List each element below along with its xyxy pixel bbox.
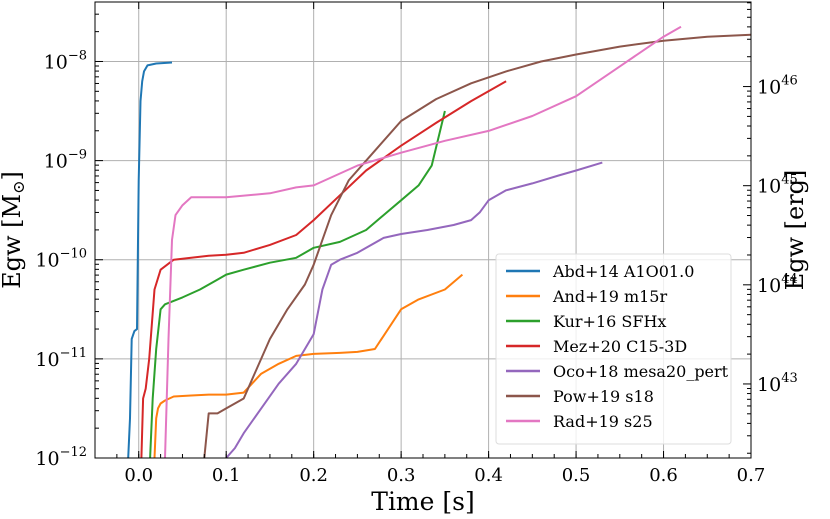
y-axis-label-right: Egw [erg] — [781, 170, 809, 291]
series-line-4 — [225, 161, 603, 458]
series-layer — [127, 25, 751, 458]
y-tick-label-right: 1046 — [757, 74, 798, 99]
legend: Abd+14 A1O01.0 And+19 m15r Kur+16 SFHx Mez+… — [495, 253, 732, 445]
y-tick-label-exp: 44 — [781, 272, 798, 287]
legend-box — [495, 253, 732, 445]
legend-label: Mez+20 C15-3D — [553, 337, 687, 356]
y-tick-label-left: 10−11 — [35, 346, 87, 371]
series-line-6 — [164, 25, 682, 458]
x-tick-label: 0.0 — [124, 465, 153, 486]
legend-label: Pow+19 s18 — [553, 387, 654, 406]
y-tick-label-exp: −8 — [68, 48, 87, 63]
x-tick-label: 0.4 — [474, 465, 503, 486]
y-tick-label-base: 10 — [757, 176, 781, 198]
y-tick-label-base: 10 — [757, 77, 781, 99]
y-tick-label-exp: 46 — [781, 74, 798, 89]
tick-layer — [94, 2, 752, 459]
x-tick-label: 0.1 — [212, 465, 241, 486]
y-axis-label-left: Egw [M⊙] — [0, 171, 28, 289]
series-line-1 — [153, 273, 464, 458]
x-tick-label: 0.7 — [737, 465, 766, 486]
legend-label: Abd+14 A1O01.0 — [552, 262, 694, 281]
y-tick-label-exp: −12 — [60, 445, 87, 460]
y-tick-label-right: 1043 — [757, 371, 798, 396]
legend-label: Kur+16 SFHx — [553, 312, 666, 331]
y-tick-label-base: 10 — [35, 448, 59, 470]
y-tick-label-base: 10 — [44, 151, 68, 173]
x-axis-label: Time [s] — [371, 487, 474, 516]
y-tick-label-base: 10 — [35, 349, 59, 371]
y-tick-label-left: 10−10 — [35, 247, 87, 272]
y-tick-label-left: 10−8 — [44, 48, 87, 73]
y-tick-label-exp: −11 — [60, 346, 87, 361]
x-tick-label: 0.6 — [649, 465, 678, 486]
y-tick-label-left: 10−12 — [35, 445, 87, 470]
x-tick-label: 0.3 — [387, 465, 416, 486]
y-tick-label-right: 1044 — [757, 272, 798, 297]
y-tick-label-right: 1045 — [757, 173, 798, 198]
y-tick-label-exp: 45 — [781, 173, 798, 188]
x-tick-label: 0.5 — [562, 465, 591, 486]
series-line-0 — [127, 61, 173, 458]
y-tick-label-left: 10−9 — [44, 148, 87, 173]
legend-label: Rad+19 s25 — [553, 412, 653, 431]
y-tick-label-exp: 43 — [781, 371, 798, 386]
tick-label-layer: 0.0 0.1 0.2 0.3 0.4 0.5 0.6 0.710−1210−1110−101… — [35, 48, 797, 486]
series-line-5 — [203, 33, 751, 458]
y-tick-label-exp: −9 — [68, 148, 87, 163]
series-line-3 — [140, 80, 507, 458]
legend-label: And+19 m15r — [552, 287, 667, 306]
y-tick-label-base: 10 — [757, 275, 781, 297]
y-tick-label-base: 10 — [35, 250, 59, 272]
y-tick-label-base: 10 — [44, 51, 68, 73]
y-tick-label-base: 10 — [757, 374, 781, 396]
y-tick-label-exp: −10 — [60, 247, 87, 262]
legend-label: Oco+18 mesa20_pert — [553, 362, 729, 381]
x-tick-label: 0.2 — [299, 465, 328, 486]
series-line-2 — [149, 110, 446, 458]
